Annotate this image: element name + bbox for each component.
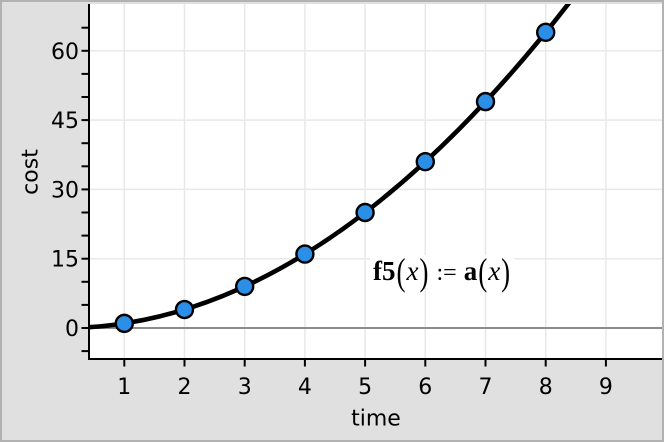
data-point[interactable] xyxy=(415,151,435,172)
x-tick-label: 9 xyxy=(599,375,613,400)
x-tick-label: 2 xyxy=(178,375,192,400)
function-variable: x xyxy=(406,256,419,286)
y-tick-label: 15 xyxy=(51,248,79,273)
data-point[interactable] xyxy=(536,22,556,43)
x-tick-label: 7 xyxy=(479,375,493,400)
x-tick-label: 4 xyxy=(298,375,312,400)
open-paren: ( xyxy=(478,250,488,293)
x-tick-label: 3 xyxy=(238,375,252,400)
x-tick-label: 1 xyxy=(117,375,131,400)
function-label[interactable]: f5(x):= a(x) xyxy=(370,251,515,293)
y-tick-label: 0 xyxy=(65,317,79,342)
data-point[interactable] xyxy=(174,299,195,320)
plot-content xyxy=(88,2,662,359)
y-tick-label: 45 xyxy=(51,109,79,134)
x-axis-title: time xyxy=(351,406,401,432)
data-point[interactable] xyxy=(295,244,315,264)
data-point[interactable] xyxy=(234,276,255,297)
function-variable: x xyxy=(488,256,501,286)
plot-area xyxy=(89,4,662,359)
data-point[interactable] xyxy=(475,91,496,112)
data-point[interactable] xyxy=(355,202,375,223)
y-tick-label: 30 xyxy=(51,178,79,203)
y-axis-title: cost xyxy=(18,149,44,195)
x-tick-label: 6 xyxy=(418,375,432,400)
x-tick-label: 8 xyxy=(539,375,553,400)
function-name: f5 xyxy=(373,256,396,286)
assign-operator: := xyxy=(436,260,457,286)
open-paren: ( xyxy=(396,250,406,293)
data-point[interactable] xyxy=(114,313,135,334)
fit-curve[interactable] xyxy=(88,2,572,330)
rhs-name: a xyxy=(463,256,478,286)
y-tick-label: 60 xyxy=(51,40,79,65)
close-paren: ) xyxy=(419,250,429,293)
close-paren: ) xyxy=(501,250,511,293)
x-tick-label: 5 xyxy=(358,375,372,400)
